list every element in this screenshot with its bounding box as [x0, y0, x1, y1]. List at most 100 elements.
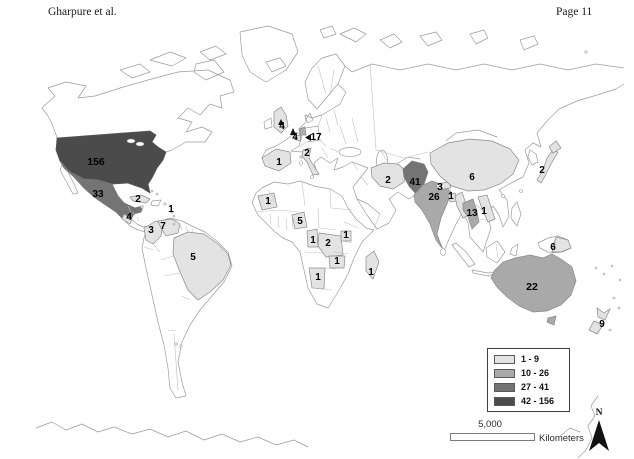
- legend-swatch-class4: [494, 396, 515, 406]
- coast-borneo: [485, 240, 506, 264]
- country-label-venezuela: 7: [160, 221, 166, 232]
- country-label-papua-new-guinea: 6: [550, 242, 556, 253]
- country-shape-japan: [536, 149, 559, 184]
- leader-arrow-icon: [305, 134, 311, 141]
- coast-hispaniola: [150, 199, 162, 207]
- country-shape-pakistan: [402, 160, 429, 195]
- country-shape-new-zealand-south: [588, 320, 604, 335]
- country-label-mauritania: 1: [265, 196, 271, 207]
- country-shape-zambia: [328, 255, 346, 269]
- coast-greenland: [239, 25, 299, 83]
- coast-antarctica-left: [35, 421, 309, 448]
- great-lakes-2: [135, 141, 145, 147]
- coast-mongolia: [445, 129, 498, 142]
- country-shape-papua-new-guinea: [551, 236, 572, 253]
- coast-iceland: [265, 57, 287, 73]
- country-shape-india: [413, 180, 452, 249]
- coast-korea: [527, 149, 539, 166]
- legend-row: 1 - 9: [494, 353, 569, 367]
- country-label-india: 26: [428, 192, 440, 203]
- north-arrow-icon: [589, 420, 609, 451]
- country-label-spain: 1: [276, 157, 282, 168]
- coast-baja: [59, 164, 79, 195]
- country-label-australia: 22: [526, 280, 538, 293]
- coast-baltic: [298, 83, 347, 130]
- country-shape-nepal: [435, 181, 452, 191]
- country-label-bangladesh: 1: [448, 191, 454, 202]
- coast-antarctica-right2: [559, 427, 581, 437]
- legend-swatch-class2: [494, 369, 515, 379]
- coast-denmark: [305, 112, 314, 124]
- legend-swatch-class3: [494, 382, 515, 392]
- country-shape-tasmania: [546, 315, 557, 326]
- country-label-vietnam: 1: [481, 206, 487, 217]
- country-label-netherlands: 17: [310, 132, 322, 143]
- country-label-colombia: 3: [148, 225, 154, 236]
- small-islands: [140, 50, 622, 348]
- country-label-china: 6: [469, 172, 475, 183]
- country-shape-new-zealand-north: [596, 307, 611, 321]
- country-shape-australia: [490, 253, 577, 313]
- author-header: Gharpure et al.: [48, 6, 117, 18]
- country-label-costa-rica: 4: [126, 212, 132, 223]
- country-label-madagascar: 1: [368, 267, 374, 278]
- legend-row: 27 - 41: [494, 381, 569, 395]
- country-shape-nigeria: [291, 211, 308, 230]
- coast-philippines: [510, 201, 522, 227]
- country-shape-cameroon: [306, 228, 319, 248]
- scale-unit-label: Kilometers: [539, 433, 584, 444]
- scale-distance-label: 5,000: [478, 419, 502, 430]
- north-label: N: [595, 408, 603, 418]
- scale-bar-rect: [450, 433, 535, 441]
- country-shape-spain: [261, 148, 292, 172]
- country-shape-china: [429, 138, 520, 192]
- legend-label-class2: 10 - 26: [521, 368, 550, 379]
- legend-row: 10 - 26: [494, 367, 569, 381]
- country-shape-colombia: [143, 220, 164, 245]
- country-label-italy: 2: [304, 148, 310, 159]
- country-label-cuba: 2: [135, 194, 141, 205]
- country-label-united-states: 156: [87, 155, 105, 168]
- great-lakes: [126, 138, 136, 144]
- leader-arrows: [278, 119, 311, 141]
- country-label-zambia: 1: [334, 256, 340, 267]
- country-shape-italy: [301, 147, 320, 176]
- country-shape-belgium: [293, 134, 302, 142]
- coast-arabia-outline: [356, 198, 381, 215]
- legend-label-class1: 1 - 9: [521, 354, 540, 365]
- legend-label-class3: 27 - 41: [521, 381, 550, 392]
- country-label-uganda: 1: [343, 230, 349, 241]
- country-borders: [127, 63, 557, 391]
- country-shape-costa-rica: [121, 213, 133, 225]
- country-shape-netherlands: [298, 126, 307, 136]
- coast-south-america: [141, 217, 233, 399]
- coast-sulawesi: [509, 243, 519, 257]
- country-label-brazil: 5: [190, 252, 196, 263]
- country-label-belgium: 4: [292, 132, 298, 143]
- country-label-nepal: 3: [437, 182, 443, 193]
- country-label-iran: 2: [385, 175, 391, 186]
- country-label-new-zealand: 9: [599, 319, 605, 330]
- black-sea: [338, 147, 362, 157]
- country-shape-japan-hokkaido: [548, 140, 562, 154]
- coast-ireland: [263, 117, 273, 130]
- country-label-japan: 2: [539, 165, 545, 176]
- legend-swatch-class1: [494, 355, 515, 365]
- country-label-mexico: 33: [92, 189, 104, 200]
- country-label-namibia: 1: [315, 272, 321, 283]
- country-label-pakistan: 41: [409, 177, 421, 188]
- country-shape-madagascar: [365, 250, 380, 280]
- country-label-thailand: 13: [466, 208, 478, 219]
- coast-arctic-islands: [319, 25, 539, 51]
- page-number: Page 11: [556, 6, 593, 18]
- country-shape-uganda: [340, 230, 352, 242]
- coast-germany-border: [305, 125, 321, 143]
- country-shape-cuba: [129, 194, 151, 204]
- country-label-caribbean: 1: [168, 204, 174, 215]
- coast-scandinavia: [304, 53, 346, 110]
- coast-africa: [251, 180, 375, 309]
- coast-antarctica-right: [577, 395, 599, 459]
- leader-arrow-icon: [290, 128, 296, 135]
- map-legend: 1 - 9 10 - 26 27 - 41 42 - 156: [487, 348, 570, 412]
